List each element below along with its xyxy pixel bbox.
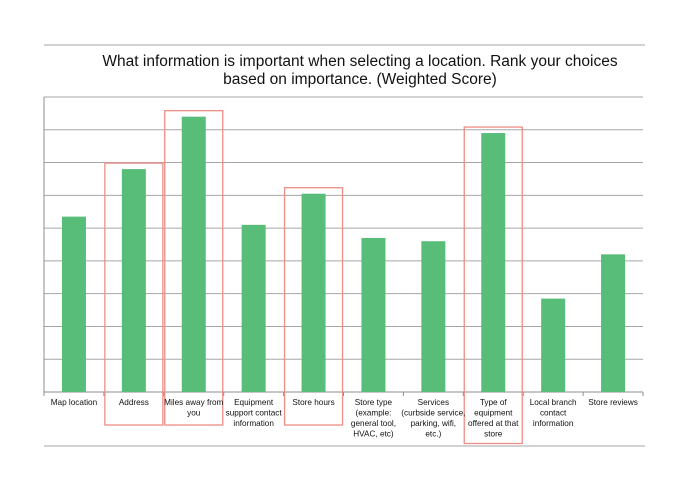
category-label: HVAC, etc) xyxy=(353,430,394,439)
bar xyxy=(601,254,626,392)
bar xyxy=(61,216,86,392)
category-label: equipment xyxy=(474,409,513,418)
category-label: Store type xyxy=(355,398,393,407)
category-label: offered at that xyxy=(468,419,519,428)
bar xyxy=(241,224,266,392)
category-label: store xyxy=(484,430,503,439)
category-label: Miles away from xyxy=(164,398,223,407)
bar xyxy=(361,237,386,392)
category-label: contact xyxy=(540,409,567,418)
bar xyxy=(481,133,506,393)
category-labels: Map location Address Miles away from you Equ… xyxy=(51,398,638,439)
highlight-box xyxy=(164,110,224,426)
bars xyxy=(61,116,626,393)
category-label: general tool, xyxy=(351,419,396,428)
category-label: etc.) xyxy=(425,430,441,439)
chart-title-line-2: based on importance. (Weighted Score) xyxy=(223,71,497,88)
category-label: Local branch xyxy=(530,398,577,407)
category-label: (example: xyxy=(355,409,391,418)
category-label: information xyxy=(233,419,274,428)
category-label: (curbside service, xyxy=(401,409,465,418)
chart-title-line-1: What information is important when selec… xyxy=(102,53,617,70)
category-label: Map location xyxy=(51,398,98,407)
highlight-boxes xyxy=(104,110,523,445)
category-label: parking, wifi, xyxy=(411,419,457,428)
highlight-box xyxy=(283,187,344,426)
category-label: Type of xyxy=(480,398,508,407)
bar xyxy=(181,116,206,393)
category-label: Equipment xyxy=(234,398,274,407)
category-label: support contact xyxy=(226,409,283,418)
category-label: Store hours xyxy=(292,398,334,407)
highlight-box xyxy=(104,162,164,426)
bar xyxy=(301,193,326,392)
bar xyxy=(421,241,446,392)
category-label: Address xyxy=(119,398,149,407)
bar xyxy=(541,298,566,392)
bar xyxy=(121,169,146,392)
category-label: Services xyxy=(418,398,449,407)
category-label: you xyxy=(187,409,201,418)
category-label: Store reviews xyxy=(588,398,638,407)
category-label: information xyxy=(533,419,574,428)
highlight-box xyxy=(463,126,523,445)
